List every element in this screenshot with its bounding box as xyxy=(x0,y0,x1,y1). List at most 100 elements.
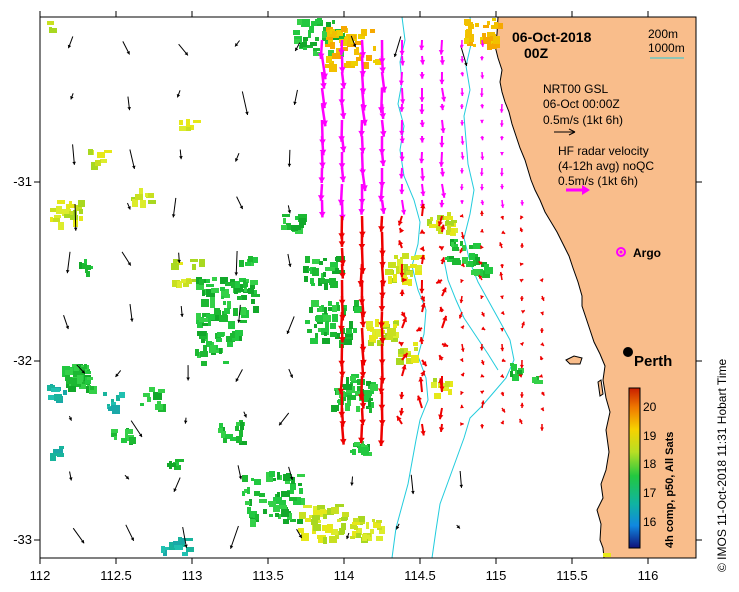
gsl-arrow xyxy=(76,364,86,374)
radar-arrow xyxy=(438,354,444,361)
sst-pixel xyxy=(368,340,374,346)
radar-arrow xyxy=(419,71,425,79)
sst-pixel xyxy=(199,318,208,322)
sst-pixel xyxy=(330,262,338,268)
sst-pixel xyxy=(325,64,332,68)
radar-arrow xyxy=(419,103,425,114)
radar-arrow xyxy=(441,287,447,297)
radar-arrow xyxy=(540,295,545,302)
gsl-arrow-head xyxy=(286,330,290,334)
sst-pixel xyxy=(358,34,365,39)
radar-arrow-head xyxy=(480,75,485,79)
sst-pixel xyxy=(69,201,72,205)
radar-arrow xyxy=(500,215,505,220)
sst-pixel xyxy=(346,34,354,40)
sst-pixel xyxy=(112,406,120,414)
sst-pixel xyxy=(350,536,355,539)
radar-arrow xyxy=(440,224,446,233)
sst-pixel xyxy=(48,395,56,400)
radar-arrow xyxy=(460,151,465,160)
sst-pixel xyxy=(453,244,458,248)
radar-arrow xyxy=(540,423,544,431)
radar-arrow-head xyxy=(460,200,464,204)
radar-arrow xyxy=(421,359,428,367)
sst-pixel xyxy=(375,319,379,327)
sst-pixel xyxy=(298,498,305,505)
sst-pixel xyxy=(460,241,463,246)
sst-pixel xyxy=(132,199,138,207)
radar-arrow xyxy=(419,229,426,235)
sst-pixel xyxy=(219,423,223,430)
radar-arrow-head xyxy=(438,414,444,420)
sst-pixel xyxy=(277,492,280,497)
radar-arrow-head xyxy=(479,172,484,176)
sst-pixel xyxy=(197,323,203,328)
radar-arrow-head xyxy=(539,356,544,361)
sst-pixel xyxy=(290,483,296,490)
gsl-arrow-shaft xyxy=(241,91,249,116)
sst-pixel xyxy=(406,271,413,275)
radar-arrow-head xyxy=(439,105,445,111)
radar-arrow xyxy=(379,55,386,74)
gsl-arrow xyxy=(115,370,122,378)
gsl-arrow-head xyxy=(180,313,184,317)
sst-pixel xyxy=(308,30,311,38)
gsl-arrow xyxy=(68,415,72,421)
sst-pixel xyxy=(79,209,83,214)
radar-arrow-head xyxy=(499,123,504,127)
radar-arrow xyxy=(338,39,345,56)
sst-pixel xyxy=(316,315,323,322)
gsl-arrow-head xyxy=(183,420,188,424)
sst-pixel xyxy=(269,471,275,477)
sst-pixel xyxy=(362,534,367,541)
radar-arrow-head xyxy=(359,419,366,426)
sst-pixel xyxy=(310,42,317,46)
gsl-arrow xyxy=(241,91,249,116)
sst-pixel xyxy=(146,193,154,198)
gsl-arrow xyxy=(126,202,131,210)
gsl-arrow-head xyxy=(127,206,131,210)
radar-arrow-head xyxy=(459,357,464,362)
lat-tick-label: -33 xyxy=(13,532,32,547)
sst-pixel xyxy=(377,527,382,530)
sst-pixel xyxy=(273,497,282,502)
sst-pixel xyxy=(273,505,280,512)
sst-pixel xyxy=(354,306,363,313)
sst-pixel xyxy=(344,339,352,345)
radar-arrow xyxy=(519,341,525,347)
sst-pixel xyxy=(74,365,79,372)
sst-pixel xyxy=(197,331,206,336)
sst-pixel xyxy=(331,405,339,411)
gsl-arrow-head xyxy=(235,158,239,162)
gsl-arrow xyxy=(65,251,71,274)
sst-pixel xyxy=(475,23,479,27)
sst-pixel xyxy=(236,436,242,443)
sst-pixel xyxy=(350,450,356,453)
radar-arrow xyxy=(399,119,405,136)
sst-pixel xyxy=(313,524,321,531)
radar-arrow xyxy=(378,215,385,232)
sst-pixel xyxy=(299,488,303,494)
sst-pixel xyxy=(345,333,353,340)
radar-arrow xyxy=(398,167,405,179)
sst-pixel xyxy=(369,335,375,342)
radar-arrow xyxy=(480,135,485,141)
argo-label: Argo xyxy=(633,246,661,260)
radar-arrow xyxy=(519,215,524,220)
sst-pixel xyxy=(234,287,243,292)
gsl-arrow xyxy=(124,474,130,480)
sst-pixel xyxy=(323,258,327,261)
gsl-arrow xyxy=(130,420,143,438)
radar-arrow-head xyxy=(460,92,465,96)
sst-pixel xyxy=(351,61,358,66)
radar-arrow-head xyxy=(338,163,346,169)
gsl-arrow xyxy=(459,470,464,488)
gsl-arrow-head xyxy=(65,269,70,274)
sst-pixel xyxy=(366,381,371,386)
sst-pixel xyxy=(149,387,155,392)
radar-arrow-head xyxy=(440,193,447,198)
gsl-arrow xyxy=(63,315,70,330)
gsl-arrow xyxy=(125,524,135,542)
sst-pixel xyxy=(203,345,207,351)
radar-arrow-head xyxy=(339,260,346,266)
